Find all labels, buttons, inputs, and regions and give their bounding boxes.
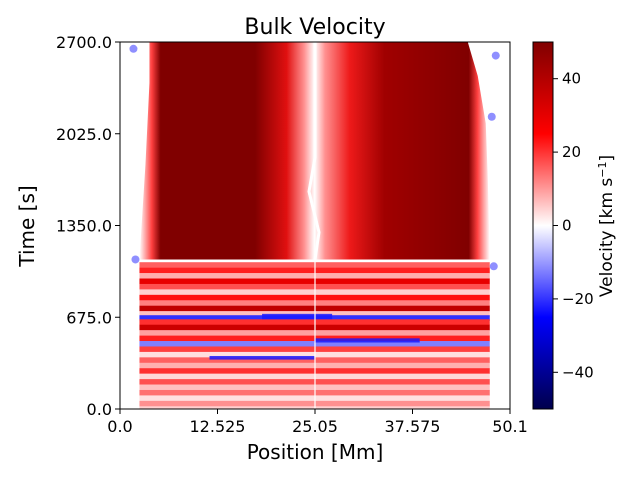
heatmap-plot-area: [120, 42, 510, 409]
colorbar-tick-label: 20: [562, 143, 581, 161]
y-tick-label: 675.0: [66, 308, 112, 327]
colorbar: [532, 41, 554, 410]
y-axis: 0.0 675.0 1350.0 2025.0 2700.0: [56, 33, 120, 419]
chart-title: Bulk Velocity: [244, 15, 385, 40]
x-axis: 0.0 12.525 25.05 37.575 50.1: [107, 409, 528, 436]
edge-fleck: [491, 51, 500, 60]
edge-fleck: [487, 112, 496, 121]
colorbar-tick-label: 40: [562, 70, 581, 88]
x-tick-label: 50.1: [492, 417, 528, 436]
colorbar-ticks: 40 20 0 −20 −40: [553, 70, 594, 381]
y-tick-label: 2025.0: [56, 125, 112, 144]
x-tick-label: 12.525: [190, 417, 246, 436]
velocity-band-negative: [262, 313, 333, 320]
edge-fleck: [131, 255, 140, 264]
x-axis-label: Position [Mm]: [247, 440, 384, 464]
velocity-band-negative: [209, 355, 315, 360]
y-tick-label: 2700.0: [56, 33, 112, 52]
x-tick-label: 37.575: [385, 417, 441, 436]
edge-fleck: [129, 44, 138, 53]
y-tick-label: 0.0: [87, 400, 112, 419]
velocity-band-negative: [314, 338, 420, 343]
y-tick-label: 1350.0: [56, 217, 112, 236]
y-axis-label: Time [s]: [15, 185, 39, 267]
colorbar-tick-label: −20: [562, 290, 594, 308]
colorbar-tick-label: 0: [562, 217, 572, 235]
central-channel: [307, 42, 321, 260]
x-tick-label: 25.05: [292, 417, 338, 436]
x-tick-label: 0.0: [107, 417, 132, 436]
edge-fleck: [489, 262, 498, 271]
colorbar-label: Velocity [km s−1]: [596, 155, 617, 297]
colorbar-tick-label: −40: [562, 363, 594, 381]
